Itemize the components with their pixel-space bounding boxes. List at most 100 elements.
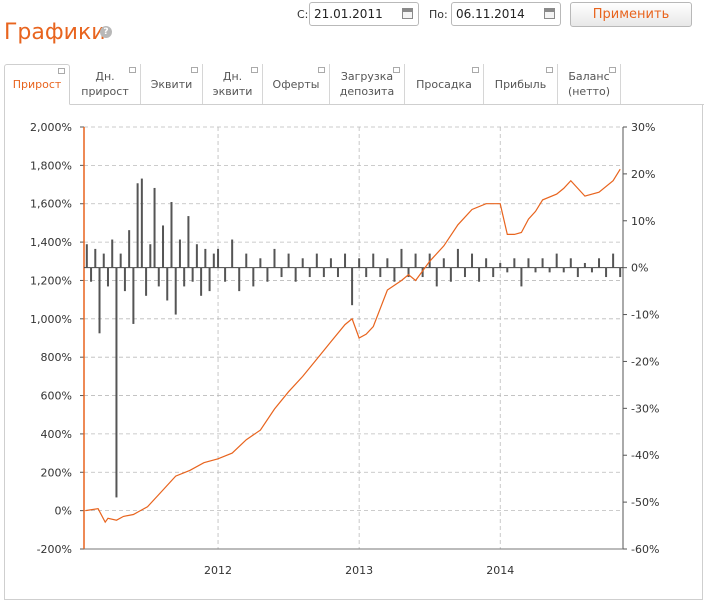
daily-bar bbox=[358, 258, 361, 268]
daily-bar bbox=[149, 244, 152, 268]
daily-bar bbox=[245, 253, 248, 268]
tab-label: Прибыль bbox=[494, 77, 547, 91]
y-right-tick-label: 0% bbox=[631, 262, 648, 275]
tab-label: Дн. прирост bbox=[81, 70, 129, 98]
daily-bar bbox=[583, 262, 586, 268]
daily-bar bbox=[421, 267, 424, 278]
tab-label: Прирост bbox=[12, 78, 62, 91]
daily-bar bbox=[115, 267, 118, 498]
y-right-tick-label: -50% bbox=[631, 496, 659, 509]
y-left-tick-label: 1,600% bbox=[30, 198, 72, 211]
date-to-input[interactable]: 06.11.2014 bbox=[451, 2, 561, 26]
daily-bar bbox=[98, 267, 101, 334]
daily-bar bbox=[178, 239, 181, 268]
daily-bar bbox=[294, 267, 297, 282]
daily-bar bbox=[217, 248, 220, 268]
pin-icon bbox=[191, 67, 198, 73]
daily-bar bbox=[372, 253, 375, 268]
y-left-tick-label: 200% bbox=[41, 466, 72, 479]
tab-daily-growth[interactable]: Дн. прирост bbox=[70, 64, 141, 104]
daily-bar bbox=[252, 267, 255, 287]
y-left-tick-label: 1,400% bbox=[30, 236, 72, 249]
calendar-icon[interactable] bbox=[402, 8, 413, 19]
daily-bar bbox=[145, 267, 148, 296]
tab-offers[interactable]: Оферты bbox=[263, 64, 330, 104]
pin-icon bbox=[58, 68, 65, 74]
calendar-icon[interactable] bbox=[544, 8, 555, 19]
pin-icon bbox=[251, 67, 258, 73]
y-right-tick-label: -40% bbox=[631, 449, 659, 462]
daily-growth-bars bbox=[84, 178, 623, 498]
daily-bar bbox=[520, 267, 523, 287]
y-left-tick-label: 1,800% bbox=[30, 159, 72, 172]
daily-bar bbox=[344, 253, 347, 268]
daily-bar bbox=[351, 267, 354, 306]
pin-icon bbox=[129, 67, 136, 73]
growth-line bbox=[85, 168, 621, 524]
daily-bar bbox=[393, 267, 396, 282]
tab-label: Просадка bbox=[416, 77, 472, 91]
daily-bar bbox=[231, 239, 234, 268]
page-title: Графики bbox=[4, 20, 106, 45]
pin-icon bbox=[318, 67, 325, 73]
daily-bar bbox=[136, 183, 139, 268]
tab-growth[interactable]: Прирост bbox=[4, 64, 70, 105]
daily-bar bbox=[379, 267, 382, 278]
y-left-tick-label: 1,200% bbox=[30, 274, 72, 287]
daily-bar bbox=[208, 267, 211, 292]
daily-bar bbox=[212, 253, 215, 268]
tab-label: Дн. эквити bbox=[212, 70, 253, 98]
tab-deposit-load[interactable]: Загрузка депозита bbox=[330, 64, 405, 104]
daily-bar bbox=[238, 267, 241, 292]
daily-bar bbox=[619, 267, 622, 278]
daily-bar bbox=[365, 267, 368, 278]
daily-bar bbox=[123, 267, 126, 292]
daily-bar bbox=[492, 267, 495, 278]
y-left-tick-label: 2,000% bbox=[30, 121, 72, 134]
y-left-tick-label: 0% bbox=[55, 505, 72, 518]
tab-daily-equity[interactable]: Дн. эквити bbox=[203, 64, 263, 104]
apply-button[interactable]: Применить bbox=[570, 2, 692, 27]
daily-bar bbox=[153, 187, 156, 268]
daily-bar bbox=[463, 267, 466, 278]
daily-bar bbox=[140, 178, 143, 268]
tab-drawdown[interactable]: Просадка bbox=[405, 64, 484, 104]
daily-bar bbox=[576, 267, 579, 278]
help-icon[interactable]: ? bbox=[100, 26, 112, 38]
tab-equity[interactable]: Эквити bbox=[141, 64, 203, 104]
chart-axes bbox=[80, 126, 627, 550]
daily-bar bbox=[548, 267, 551, 273]
date-from-input[interactable]: 21.01.2011 bbox=[309, 2, 419, 26]
tick-labels: 2,000% 1,800% 1,600% 1,400% 1,200% 1,000% 800%… bbox=[30, 121, 659, 577]
x-tick-label: 2012 bbox=[204, 564, 232, 577]
daily-bar bbox=[336, 267, 339, 278]
y-right-tick-label: 10% bbox=[631, 215, 655, 228]
daily-bar bbox=[499, 262, 502, 268]
daily-bar bbox=[90, 267, 93, 282]
daily-bar bbox=[266, 267, 269, 282]
daily-bar bbox=[590, 267, 593, 273]
daily-bar bbox=[435, 267, 438, 287]
growth-line-layer bbox=[85, 168, 621, 524]
daily-bar bbox=[478, 267, 481, 282]
daily-bar bbox=[106, 267, 109, 287]
tab-profit[interactable]: Прибыль bbox=[484, 64, 558, 104]
pin-icon bbox=[546, 67, 553, 73]
tab-balance-net[interactable]: Баланс (нетто) bbox=[558, 64, 621, 104]
daily-bar bbox=[400, 248, 403, 268]
tab-label: Эквити bbox=[150, 77, 193, 91]
daily-bar bbox=[485, 258, 488, 268]
daily-bar bbox=[195, 244, 198, 268]
daily-bar bbox=[308, 267, 311, 278]
y-right-tick-label: -60% bbox=[631, 543, 659, 556]
daily-bar bbox=[119, 253, 122, 268]
daily-bar bbox=[280, 267, 283, 278]
grid-lines bbox=[84, 126, 623, 550]
daily-bar bbox=[162, 225, 165, 268]
daily-bar bbox=[456, 248, 459, 268]
chart-tabs: Прирост Дн. прирост Эквити Дн. эквити Оф… bbox=[4, 64, 704, 105]
daily-bar bbox=[287, 253, 290, 268]
daily-bar bbox=[170, 202, 173, 268]
daily-bar bbox=[329, 258, 332, 268]
daily-bar bbox=[301, 258, 304, 268]
